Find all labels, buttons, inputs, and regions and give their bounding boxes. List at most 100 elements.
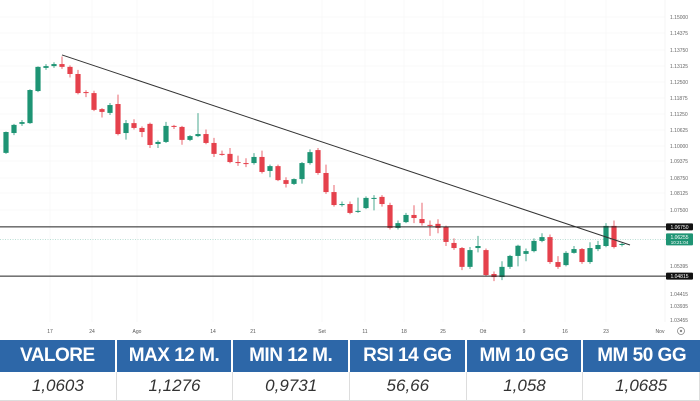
- candle-down: [75, 73, 81, 94]
- value-rsi-14gg: 56,66: [349, 372, 467, 401]
- candle-up: [43, 66, 49, 68]
- y-tick-label: 1.03455: [670, 318, 688, 324]
- y-tick-label: 1.05395: [670, 264, 688, 270]
- candle-down: [419, 219, 425, 224]
- x-tick-label: 11: [362, 329, 367, 335]
- candle-up: [531, 240, 537, 252]
- candle-down: [171, 125, 177, 127]
- x-tick-label: Ott: [480, 329, 487, 335]
- candle-up: [475, 246, 481, 249]
- x-tick-label: 25: [440, 329, 446, 335]
- y-tick-label: 1.09375: [670, 159, 688, 165]
- candle-down: [227, 153, 233, 163]
- y-tick-label: 1.15000: [670, 15, 688, 21]
- candle-up: [107, 105, 113, 113]
- candle-up: [587, 248, 593, 263]
- candle-up: [123, 123, 129, 134]
- candle-down: [275, 166, 281, 181]
- candle-up: [267, 166, 273, 171]
- settings-gear-icon[interactable]: [677, 327, 685, 335]
- candles: [3, 56, 625, 282]
- candle-up: [291, 179, 297, 184]
- candle-down: [323, 172, 329, 193]
- y-tick-label: 1.13750: [670, 48, 688, 54]
- candle-up: [515, 245, 521, 256]
- candle-down: [427, 224, 433, 226]
- x-tick-label: 9: [523, 329, 526, 335]
- x-tick-label: 24: [89, 329, 95, 335]
- candle-down: [115, 104, 121, 135]
- candle-down: [147, 123, 153, 145]
- candle-down: [243, 163, 249, 165]
- x-tick-label: Ago: [133, 329, 142, 335]
- candle-down: [203, 134, 209, 143]
- candle-up: [523, 251, 529, 254]
- candle-up: [3, 132, 9, 153]
- candle-up: [19, 122, 25, 124]
- candle-up: [603, 225, 609, 247]
- candle-down: [235, 162, 241, 164]
- candle-up: [355, 210, 361, 212]
- candle-up: [539, 237, 545, 241]
- candle-up: [155, 141, 161, 144]
- level-label-box: [666, 272, 693, 280]
- candle-down: [547, 237, 553, 263]
- candle-down: [379, 196, 385, 205]
- y-tick-label: 1.12500: [670, 80, 688, 86]
- x-tick-label: 14: [210, 329, 216, 335]
- candle-up: [507, 255, 513, 267]
- trendline: [61, 54, 631, 246]
- value-mm-10gg: 1,058: [466, 372, 584, 401]
- candle-down: [99, 109, 105, 112]
- candle-down: [411, 214, 417, 219]
- header-min-12m: MIN 12 M.: [233, 340, 350, 372]
- candle-down: [179, 126, 185, 140]
- candle-down: [139, 127, 145, 133]
- candle-up: [499, 266, 505, 278]
- candle-down: [611, 225, 617, 248]
- header-mm-50gg: MM 50 GG: [583, 340, 700, 372]
- candle-down: [219, 153, 225, 155]
- value-min-12m: 0,9731: [233, 372, 350, 401]
- grid: [0, 0, 666, 322]
- y-tick-label: 1.03935: [670, 304, 688, 310]
- y-tick-label: 1.08750: [670, 176, 688, 182]
- x-axis: 17 24 Ago 14 21 Set 11 18 25 Ott 9 16 23 Nov: [47, 329, 665, 335]
- stats-table: VALORE MAX 12 M. MIN 12 M. RSI 14 GG MM …: [0, 340, 700, 401]
- candle-up: [571, 249, 577, 253]
- candle-up: [563, 252, 569, 266]
- candle-down: [347, 204, 353, 213]
- x-tick-label: Nov: [656, 329, 665, 335]
- level-label: 1.06750: [670, 225, 688, 231]
- candle-up: [339, 204, 345, 206]
- candle-down: [131, 123, 137, 128]
- candle-up: [51, 64, 57, 67]
- level-label-box: [666, 223, 693, 231]
- candle-down: [259, 156, 265, 172]
- candle-up: [195, 134, 201, 137]
- candle-down: [435, 223, 441, 228]
- x-tick-label: 23: [603, 329, 609, 335]
- candle-up: [619, 243, 625, 245]
- y-axis: 1.15000 1.14375 1.13750 1.13125 1.12500 1.118…: [670, 15, 688, 324]
- candle-down: [483, 250, 489, 276]
- candle-up: [395, 223, 401, 228]
- y-tick-label: 1.14375: [670, 31, 688, 37]
- candle-down: [555, 262, 561, 267]
- candle-down: [211, 142, 217, 154]
- y-tick-label: 1.10000: [670, 144, 688, 150]
- candle-up: [595, 244, 601, 250]
- candle-down: [443, 226, 449, 242]
- header-max-12m: MAX 12 M.: [116, 340, 234, 372]
- x-tick-label: 21: [250, 329, 256, 335]
- y-tick-label: 1.04415: [670, 292, 688, 298]
- value-max-12m: 1,1276: [116, 372, 234, 401]
- candle-up: [371, 197, 377, 199]
- candle-up: [251, 156, 257, 164]
- x-tick-label: 17: [47, 329, 53, 335]
- value-mm-50gg: 1,0685: [583, 372, 700, 401]
- header-rsi-14gg: RSI 14 GG: [349, 340, 467, 372]
- candle-down: [59, 64, 65, 67]
- candle-up: [307, 152, 313, 164]
